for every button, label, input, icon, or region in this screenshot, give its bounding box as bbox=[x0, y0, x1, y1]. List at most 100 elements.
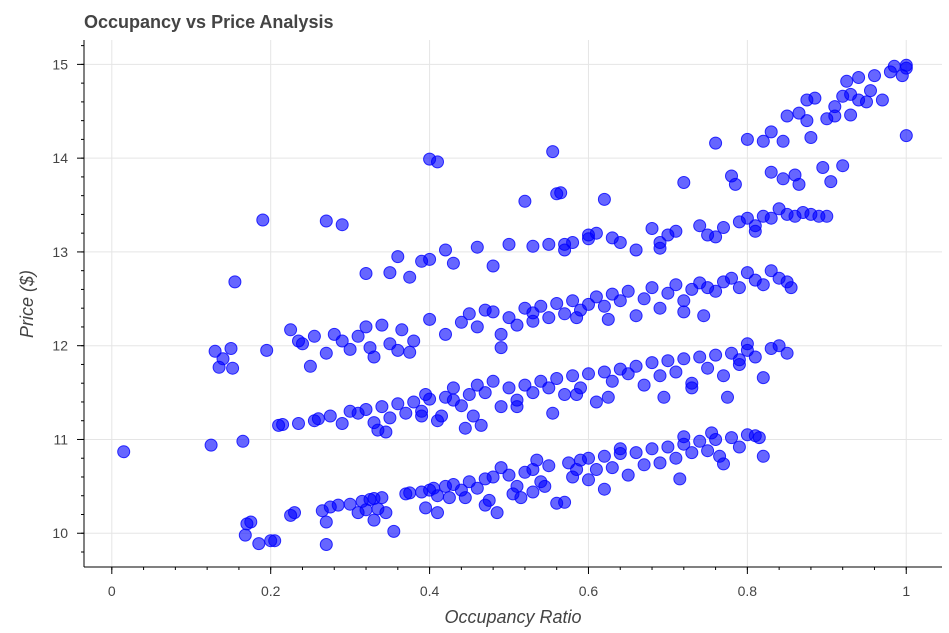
data-point bbox=[470, 320, 484, 334]
data-point bbox=[824, 175, 838, 189]
data-point bbox=[764, 165, 778, 179]
data-point bbox=[677, 430, 691, 444]
data-point bbox=[852, 71, 866, 84]
data-point bbox=[462, 307, 476, 321]
data-point bbox=[478, 386, 492, 400]
data-point bbox=[764, 264, 778, 278]
data-point bbox=[454, 315, 468, 329]
data-point bbox=[288, 506, 301, 520]
data-point bbox=[379, 425, 393, 439]
data-point bbox=[307, 329, 321, 343]
x-tick-label: 0.8 bbox=[738, 583, 758, 599]
data-point bbox=[538, 479, 552, 493]
y-axis-label: Price ($) bbox=[17, 270, 37, 338]
data-point bbox=[673, 472, 687, 486]
data-point bbox=[677, 176, 691, 189]
data-point bbox=[238, 528, 252, 542]
data-point bbox=[458, 421, 472, 435]
data-point bbox=[693, 219, 707, 233]
data-point bbox=[637, 458, 651, 472]
data-point bbox=[828, 109, 842, 123]
data-point bbox=[474, 418, 488, 432]
data-point bbox=[709, 230, 723, 244]
data-point bbox=[399, 406, 413, 420]
data-point bbox=[470, 481, 484, 495]
data-point bbox=[407, 395, 421, 409]
data-point bbox=[546, 406, 560, 420]
data-point bbox=[558, 495, 572, 509]
data-point bbox=[725, 431, 738, 445]
data-point bbox=[836, 159, 850, 173]
data-point bbox=[685, 381, 699, 395]
data-point bbox=[502, 468, 516, 482]
data-point bbox=[597, 482, 611, 496]
data-point bbox=[728, 177, 742, 191]
data-point bbox=[546, 145, 560, 159]
data-point bbox=[601, 312, 615, 326]
data-point bbox=[244, 515, 258, 529]
data-point bbox=[701, 361, 715, 375]
data-point bbox=[335, 334, 349, 348]
data-point bbox=[804, 131, 818, 144]
data-point bbox=[252, 537, 266, 551]
data-point bbox=[276, 418, 290, 431]
data-point bbox=[387, 524, 401, 538]
data-point bbox=[748, 350, 762, 364]
data-point bbox=[685, 446, 699, 460]
data-point bbox=[709, 284, 723, 298]
y-tick-label: 15 bbox=[52, 56, 68, 72]
data-point bbox=[494, 341, 508, 355]
data-point bbox=[661, 440, 675, 454]
data-point bbox=[351, 329, 365, 343]
data-point bbox=[899, 129, 913, 143]
data-point bbox=[526, 485, 540, 499]
data-point bbox=[605, 374, 619, 388]
data-point bbox=[518, 194, 532, 208]
data-point bbox=[717, 457, 730, 471]
data-point bbox=[296, 337, 309, 351]
data-point bbox=[597, 192, 611, 206]
data-point bbox=[303, 359, 317, 373]
data-point bbox=[653, 369, 667, 383]
data-point bbox=[550, 372, 564, 385]
data-point bbox=[657, 390, 671, 404]
data-point bbox=[864, 84, 877, 98]
data-points bbox=[117, 58, 913, 551]
x-tick-label: 0.2 bbox=[261, 583, 281, 599]
data-point bbox=[669, 224, 683, 238]
data-point bbox=[212, 360, 226, 374]
data-point bbox=[486, 470, 500, 484]
data-point bbox=[395, 323, 409, 337]
data-point bbox=[379, 506, 393, 520]
data-point bbox=[816, 161, 830, 174]
data-point bbox=[597, 365, 611, 379]
data-point bbox=[800, 93, 814, 107]
data-point bbox=[331, 498, 345, 512]
data-point bbox=[582, 367, 595, 381]
data-point bbox=[423, 392, 437, 406]
data-point bbox=[478, 498, 492, 512]
data-point bbox=[669, 365, 683, 379]
data-point bbox=[776, 134, 790, 148]
data-point bbox=[653, 456, 667, 470]
y-tick-label: 11 bbox=[53, 431, 68, 447]
data-point bbox=[407, 334, 421, 348]
data-point bbox=[629, 446, 643, 460]
x-tick-label: 0 bbox=[108, 583, 116, 599]
data-point bbox=[446, 256, 460, 270]
data-point bbox=[582, 451, 595, 465]
data-point bbox=[621, 468, 635, 482]
data-point bbox=[466, 409, 480, 423]
data-point bbox=[637, 292, 651, 306]
data-point bbox=[236, 434, 250, 448]
data-point bbox=[439, 327, 452, 341]
data-point bbox=[677, 294, 691, 308]
data-point bbox=[776, 172, 790, 186]
data-point bbox=[550, 297, 564, 310]
data-point bbox=[756, 449, 770, 463]
data-point bbox=[462, 388, 476, 401]
data-point bbox=[558, 388, 572, 401]
data-point bbox=[486, 259, 500, 273]
data-point bbox=[446, 381, 460, 395]
